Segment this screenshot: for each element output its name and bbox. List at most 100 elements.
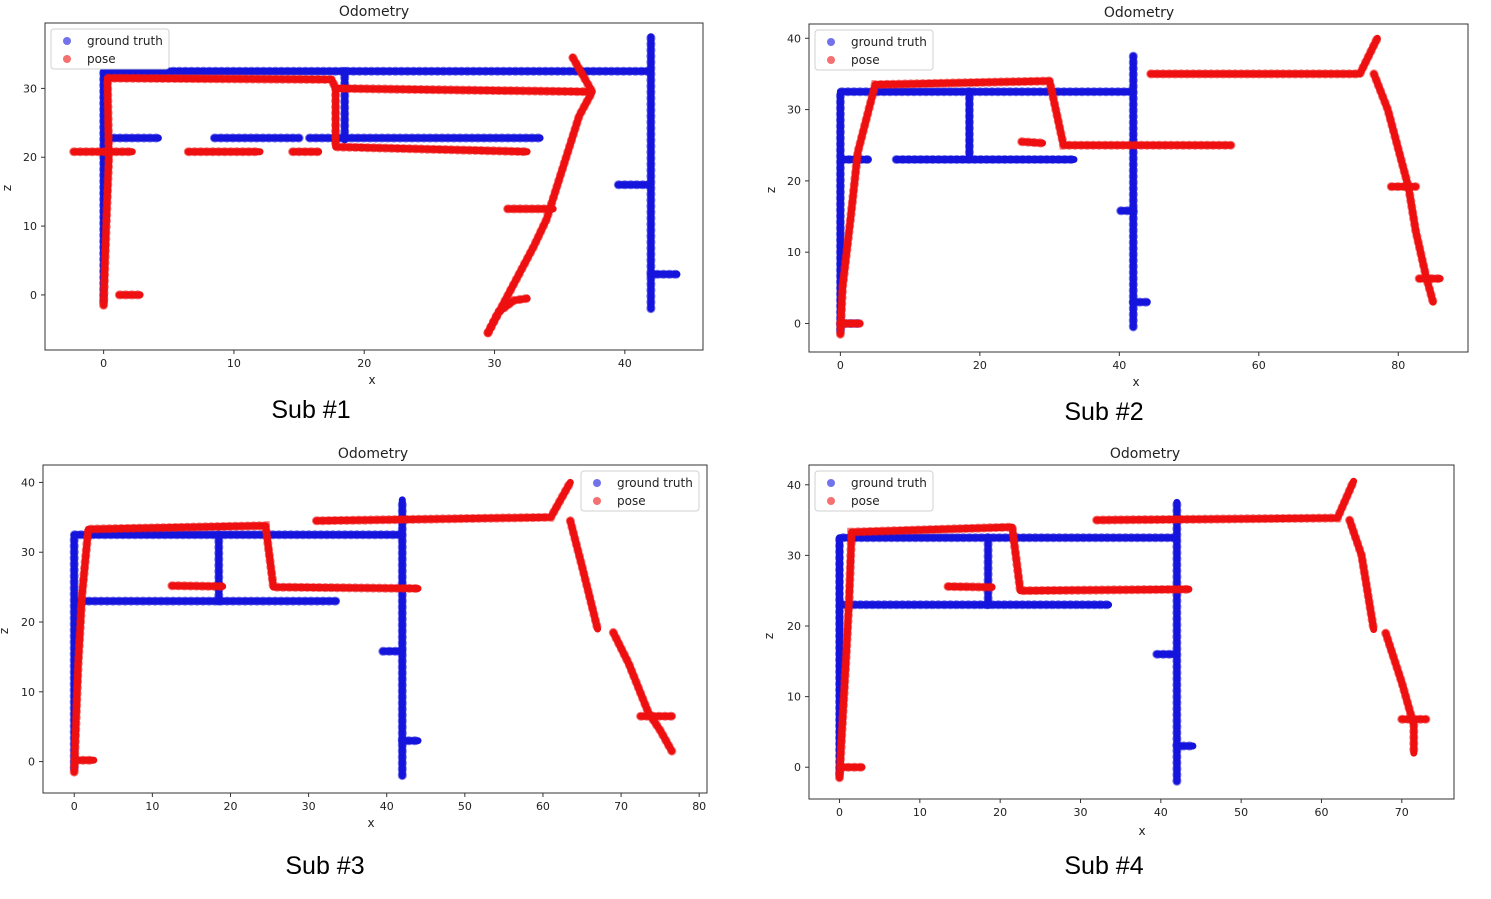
legend-marker <box>827 497 835 505</box>
x-axis-label: x <box>367 816 374 830</box>
x-axis-label: x <box>1138 824 1145 838</box>
x-tick-label: 20 <box>357 357 371 370</box>
y-axis-label: z <box>0 185 14 191</box>
trajectory-points <box>69 530 407 774</box>
legend-box <box>50 28 170 70</box>
legend-label: pose <box>851 53 880 67</box>
x-tick-label: 60 <box>536 800 550 813</box>
x-tick-label: 40 <box>1154 806 1168 819</box>
plot-area <box>835 476 1431 786</box>
series-ground-truth <box>835 497 1198 786</box>
trajectory-segment <box>1147 34 1381 78</box>
y-tick-label: 30 <box>21 546 35 559</box>
x-tick-label: 80 <box>692 800 706 813</box>
legend-label: ground truth <box>851 476 927 490</box>
x-tick-label: 20 <box>223 800 237 813</box>
x-axis-label: x <box>1132 375 1139 389</box>
x-tick-label: 0 <box>836 806 843 819</box>
legend-label: ground truth <box>87 34 163 48</box>
x-tick-label: 80 <box>1391 359 1405 372</box>
chart-title: Odometry <box>338 446 408 462</box>
x-tick-label: 10 <box>913 806 927 819</box>
trajectory-points <box>69 521 423 777</box>
y-tick-label: 40 <box>21 476 35 489</box>
legend-box <box>814 470 934 512</box>
legend-marker <box>827 56 835 64</box>
legend-label: pose <box>851 494 880 508</box>
legend: ground truth pose <box>814 29 934 71</box>
legend-label: ground truth <box>617 476 693 490</box>
trajectory-points <box>835 87 1138 336</box>
x-tick-label: 40 <box>618 357 632 370</box>
x-tick-label: 40 <box>1112 359 1126 372</box>
y-tick-label: 20 <box>23 151 37 164</box>
y-tick-label: 10 <box>787 691 801 704</box>
trajectory-segment <box>70 531 406 773</box>
trajectory-points <box>331 83 532 157</box>
subplot-caption: Sub #4 <box>1064 852 1143 880</box>
x-axis-label: x <box>368 373 375 387</box>
trajectory-segment <box>836 77 1235 338</box>
x-tick-label: 30 <box>302 800 316 813</box>
trajectory-points <box>1146 33 1382 79</box>
legend-marker <box>827 38 835 46</box>
y-tick-label: 0 <box>794 761 801 774</box>
legend-box <box>814 29 934 71</box>
series-ground-truth <box>99 32 682 314</box>
chart-title: Odometry <box>1110 446 1180 462</box>
y-tick-label: 0 <box>794 317 801 330</box>
y-tick-label: 40 <box>787 32 801 45</box>
legend-marker <box>827 479 835 487</box>
trajectory-segment <box>70 522 422 776</box>
x-tick-label: 10 <box>227 357 241 370</box>
x-tick-label: 30 <box>488 357 502 370</box>
x-tick-label: 60 <box>1314 806 1328 819</box>
y-axis-label: z <box>762 633 776 639</box>
trajectory-segment <box>836 534 1181 778</box>
x-tick-label: 40 <box>380 800 394 813</box>
trajectory-points <box>608 628 677 756</box>
plot-area <box>69 477 677 781</box>
trajectory-points <box>835 522 1194 783</box>
y-tick-label: 10 <box>787 246 801 259</box>
series-pose <box>69 477 677 777</box>
x-tick-label: 30 <box>1073 806 1087 819</box>
x-tick-label: 70 <box>614 800 628 813</box>
trajectory-points <box>99 52 600 310</box>
subplot-4: Odometry 0 10 20 30 40 50 60 70 0 10 20 30 40 x z ground… <box>762 446 1455 880</box>
y-tick-label: 10 <box>23 220 37 233</box>
trajectory-points <box>943 582 997 592</box>
y-tick-label: 0 <box>28 756 35 769</box>
trajectory-points <box>1092 476 1359 525</box>
legend-marker <box>63 37 71 45</box>
series-ground-truth <box>835 51 1152 336</box>
legend-label: pose <box>617 494 646 508</box>
axes-frame <box>42 464 708 794</box>
x-tick-label: 60 <box>1252 359 1266 372</box>
trajectory-segment <box>100 67 655 306</box>
chart-title: Odometry <box>339 4 409 20</box>
subplot-1: Odometry 0 10 20 30 40 0 10 20 30 x z ground truth po… <box>0 4 704 424</box>
axes-frame <box>808 23 1469 353</box>
x-tick-label: 0 <box>837 359 844 372</box>
trajectory-points <box>1381 628 1419 758</box>
legend-label: ground truth <box>851 35 927 49</box>
legend-marker <box>63 55 71 63</box>
x-tick-label: 0 <box>100 357 107 370</box>
x-tick-label: 20 <box>993 806 1007 819</box>
subplot-caption: Sub #1 <box>271 396 350 424</box>
y-tick-label: 20 <box>787 175 801 188</box>
plot-area <box>835 33 1445 339</box>
subplot-2: Odometry 0 20 40 60 80 0 10 20 30 40 x z ground truth… <box>764 5 1469 426</box>
trajectory-segment <box>836 88 1137 335</box>
x-tick-label: 0 <box>71 800 78 813</box>
plot-area <box>69 32 682 338</box>
y-tick-label: 30 <box>787 549 801 562</box>
y-axis-label: z <box>764 187 778 193</box>
trajectory-points <box>167 581 228 591</box>
chart-title: Odometry <box>1104 5 1174 21</box>
trajectory-points <box>1345 515 1379 634</box>
trajectory-points <box>835 76 1236 339</box>
trajectory-points <box>1017 137 1048 148</box>
